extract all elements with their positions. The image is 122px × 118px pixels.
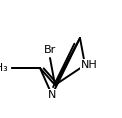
Text: NH: NH [81,60,97,70]
Text: CH₃: CH₃ [0,63,8,73]
Text: N: N [48,90,56,100]
Text: Br: Br [44,45,56,55]
